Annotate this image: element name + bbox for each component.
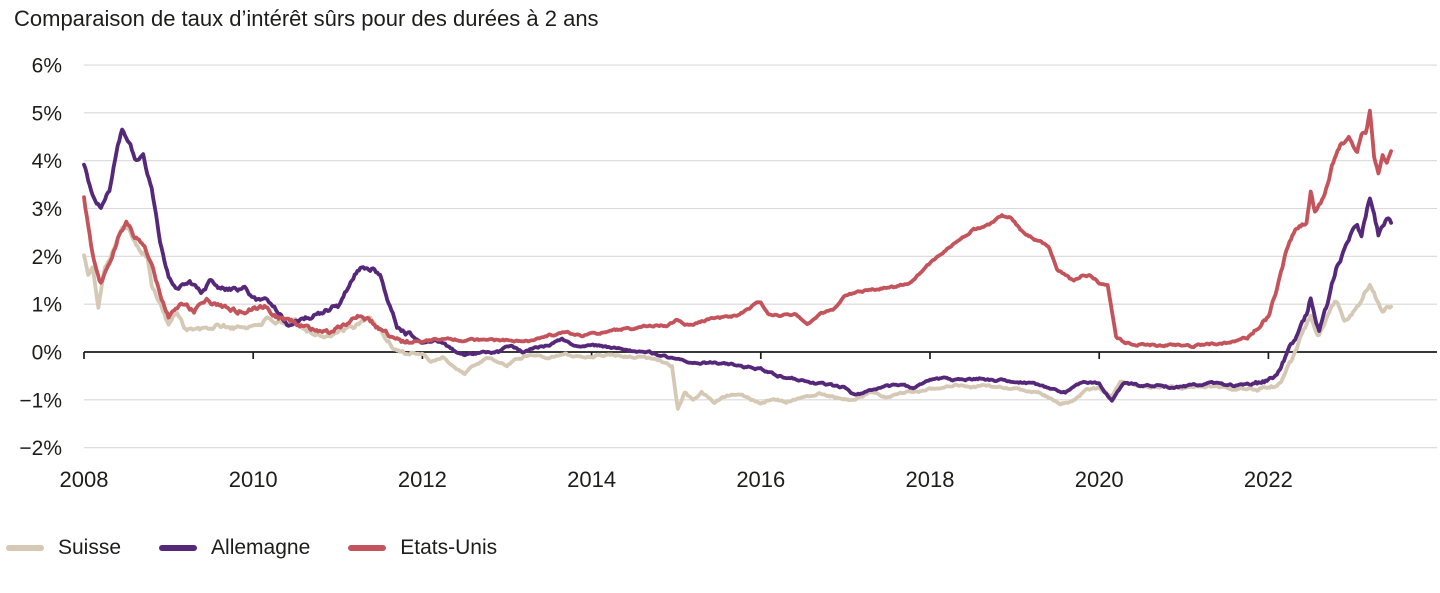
series-line-allemagne: [82, 127, 1393, 403]
x-tick-label: 2008: [60, 467, 109, 492]
y-tick-label: −2%: [19, 437, 62, 460]
legend-item-allemagne: Allemagne: [159, 536, 310, 560]
y-tick-label: −1%: [19, 389, 62, 412]
y-tick-label: 6%: [32, 55, 62, 78]
x-tick-label: 2016: [736, 467, 785, 492]
legend-swatch-suisse-icon: [6, 545, 44, 551]
series-line-etats-unis: [82, 108, 1393, 350]
y-tick-label: 2%: [32, 246, 62, 269]
x-tick-label: 2018: [906, 467, 955, 492]
legend-label-etats-unis: Etats-Unis: [400, 536, 498, 559]
legend-item-suisse: Suisse: [6, 536, 121, 560]
y-tick-label: 4%: [32, 150, 62, 173]
x-tick-label: 2010: [229, 467, 278, 492]
x-tick-label: 2012: [398, 467, 447, 492]
y-tick-label: 0%: [32, 342, 62, 365]
legend-label-suisse: Suisse: [58, 536, 122, 559]
legend-label-allemagne: Allemagne: [211, 536, 311, 559]
legend-swatch-etats-unis-icon: [348, 545, 387, 551]
legend-swatch-allemagne-icon: [159, 545, 198, 551]
y-tick-label: 1%: [32, 294, 62, 317]
x-tick-label: 2020: [1075, 467, 1124, 492]
chart-title: Comparaison de taux d’intérêt sûrs pour …: [14, 6, 599, 31]
chart-legend: Suisse Allemagne Etats-Unis: [6, 536, 535, 560]
x-tick-label: 2022: [1244, 467, 1293, 492]
y-tick-label: 3%: [32, 198, 62, 221]
legend-item-etats-unis: Etats-Unis: [348, 536, 497, 560]
x-tick-label: 2014: [567, 467, 616, 492]
y-tick-label: 5%: [32, 102, 62, 125]
